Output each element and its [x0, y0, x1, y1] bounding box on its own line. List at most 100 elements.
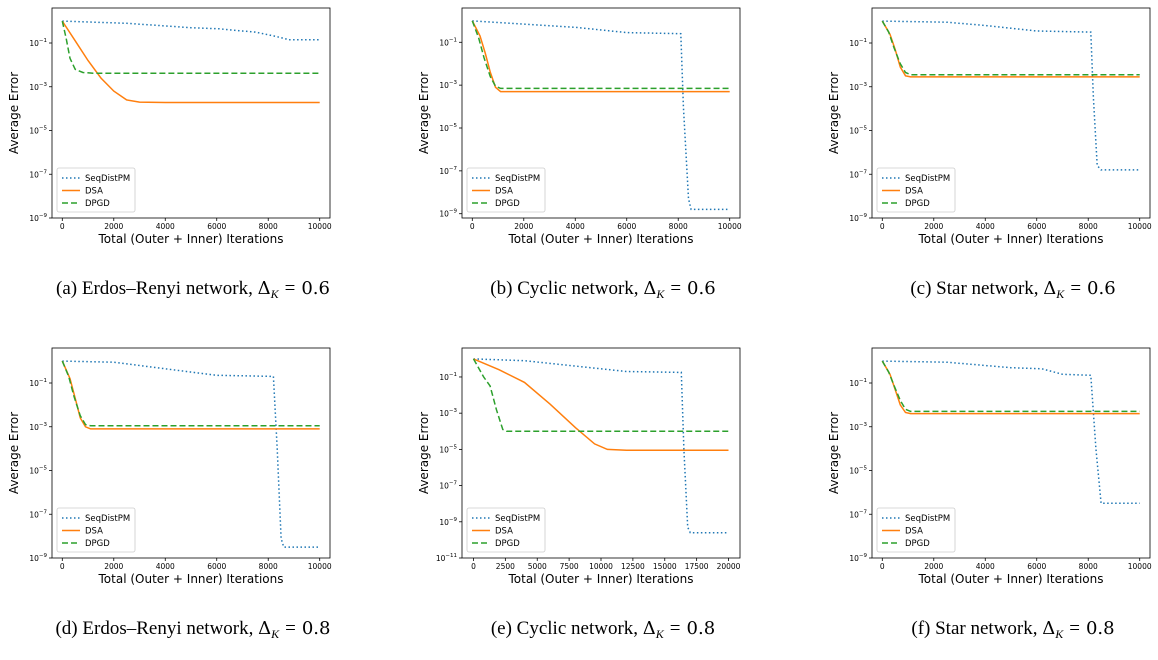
x-tick-label: 12500	[621, 562, 645, 571]
legend-box	[56, 167, 136, 213]
x-tick-label: 10000	[308, 222, 332, 231]
y-tick-label: 10−1	[29, 38, 47, 48]
series-line	[61, 360, 320, 427]
y-tick-label: 10−7	[849, 509, 867, 519]
caption-equals: =	[1070, 278, 1082, 299]
y-tick-label: 10−5	[29, 466, 47, 476]
legend-box	[876, 507, 956, 553]
series-line	[471, 20, 730, 90]
subfigure-caption: (e) Cyclic network, ΔK = 0.8	[410, 618, 796, 642]
caption-delta: Δ	[643, 278, 657, 299]
y-tick-label: 10−5	[29, 126, 47, 136]
x-tick-label: 5000	[528, 562, 547, 571]
series-line	[61, 360, 320, 430]
subfigure-caption: (c) Star network, ΔK = 0.6	[820, 278, 1158, 302]
caption-subscript: K	[656, 287, 665, 301]
x-axis-label: Total (Outer + Inner) Iterations	[918, 232, 1104, 246]
caption-value: 0.6	[301, 278, 330, 299]
legend-label: SeqDistPM	[85, 514, 130, 524]
y-tick-label: 10−9	[29, 553, 47, 563]
x-tick-label: 15000	[653, 562, 677, 571]
series-line	[881, 360, 1140, 415]
subfigure-caption: (f) Star network, ΔK = 0.8	[820, 618, 1158, 642]
y-axis-label: Average Error	[827, 412, 841, 494]
y-tick-label: 10−7	[849, 169, 867, 179]
chart-svg: 10−11 10−9 10−7 10−5 10−3 10−1 0 2500 5000 7500 10…	[417, 347, 741, 586]
x-tick-label: 10000	[718, 222, 742, 231]
legend-box	[466, 167, 546, 213]
x-axis-label: Total (Outer + Inner) Iterations	[98, 572, 284, 586]
x-tick-label: 8000	[1079, 562, 1098, 571]
legend-box	[466, 507, 546, 553]
y-tick-label: 10−1	[849, 38, 867, 48]
y-tick-label: 10−1	[439, 372, 457, 382]
chart-svg: 10−9 10−7 10−5 10−3 10−1 0 2000 4000 6000 8000 100…	[7, 347, 332, 586]
caption-text: (f) Star network,	[911, 618, 1043, 639]
y-tick-label: 10−7	[29, 509, 47, 519]
legend-label: DSA	[85, 187, 103, 197]
caption-text: (d) Erdos–Renyi network,	[55, 618, 259, 639]
caption-value: 0.6	[687, 278, 716, 299]
x-tick-label: 2000	[924, 222, 943, 231]
y-tick-label: 10−5	[439, 123, 457, 133]
caption-subscript: K	[1056, 287, 1065, 301]
chart-panel: 10−9 10−7 10−5 10−3 10−1 0 2000 4000 6000 8000 100…	[820, 0, 1158, 320]
x-tick-label: 6000	[1027, 222, 1046, 231]
plot-frame	[871, 347, 1151, 559]
caption-text: (e) Cyclic network,	[490, 618, 643, 639]
y-tick-label: 10−7	[29, 169, 47, 179]
series-line	[472, 358, 729, 433]
x-tick-label: 4000	[156, 562, 175, 571]
series-line	[881, 20, 1140, 78]
y-tick-label: 10−9	[849, 553, 867, 563]
x-tick-label: 0	[880, 222, 885, 231]
subfigure-caption: (b) Cyclic network, ΔK = 0.6	[410, 278, 796, 302]
x-tick-label: 6000	[207, 562, 226, 571]
series-line	[472, 20, 730, 211]
x-tick-label: 6000	[617, 222, 636, 231]
caption-delta: Δ	[1043, 278, 1057, 299]
chart-panel: 10−9 10−7 10−5 10−3 10−1 0 2000 4000 6000 8000 100…	[820, 340, 1158, 660]
y-tick-label: 10−3	[439, 80, 457, 90]
legend-label: SeqDistPM	[85, 174, 130, 184]
x-tick-label: 8000	[259, 222, 278, 231]
legend-label: DSA	[905, 187, 923, 197]
series-line	[62, 360, 320, 548]
series-line	[471, 20, 730, 93]
x-tick-label: 4000	[976, 222, 995, 231]
x-tick-label: 0	[880, 562, 885, 571]
y-tick-label: 10−1	[29, 378, 47, 388]
x-tick-label: 0	[60, 562, 65, 571]
series-line	[881, 20, 1140, 76]
series-line	[882, 20, 1140, 171]
caption-delta: Δ	[1042, 618, 1056, 639]
legend-label: DPGD	[85, 539, 110, 549]
plot-frame	[51, 7, 331, 219]
legend-label: SeqDistPM	[905, 174, 950, 184]
y-tick-label: 10−7	[439, 166, 457, 176]
caption-value: 0.8	[1085, 618, 1115, 639]
y-tick-label: 10−1	[849, 378, 867, 388]
chart-panel: 10−9 10−7 10−5 10−3 10−1 0 2000 4000 6000 8000 100…	[0, 340, 386, 660]
x-axis-label: Total (Outer + Inner) Iterations	[98, 232, 284, 246]
x-tick-label: 0	[470, 222, 475, 231]
x-tick-label: 2000	[104, 222, 123, 231]
caption-subscript: K	[271, 627, 280, 641]
legend-label: DSA	[85, 527, 103, 537]
x-tick-label: 2000	[104, 562, 123, 571]
subfigure-caption: (d) Erdos–Renyi network, ΔK = 0.8	[0, 618, 386, 642]
caption-text: (a) Erdos–Renyi network,	[56, 278, 258, 299]
series-line	[473, 358, 729, 452]
caption-subscript: K	[655, 627, 664, 641]
y-tick-label: 10−9	[439, 517, 457, 527]
x-axis-label: Total (Outer + Inner) Iterations	[918, 572, 1104, 586]
y-axis-label: Average Error	[417, 412, 431, 494]
plot-frame	[871, 7, 1151, 219]
chart-svg: 10−9 10−7 10−5 10−3 10−1 0 2000 4000 6000 8000 100…	[827, 347, 1152, 586]
legend-label: SeqDistPM	[905, 514, 950, 524]
x-tick-label: 8000	[259, 562, 278, 571]
x-tick-label: 10000	[1128, 562, 1152, 571]
x-tick-label: 2000	[514, 222, 533, 231]
y-tick-label: 10−3	[849, 422, 867, 432]
chart-panel: 10−9 10−7 10−5 10−3 10−1 0 2000 4000 6000 8000 100…	[0, 0, 386, 320]
